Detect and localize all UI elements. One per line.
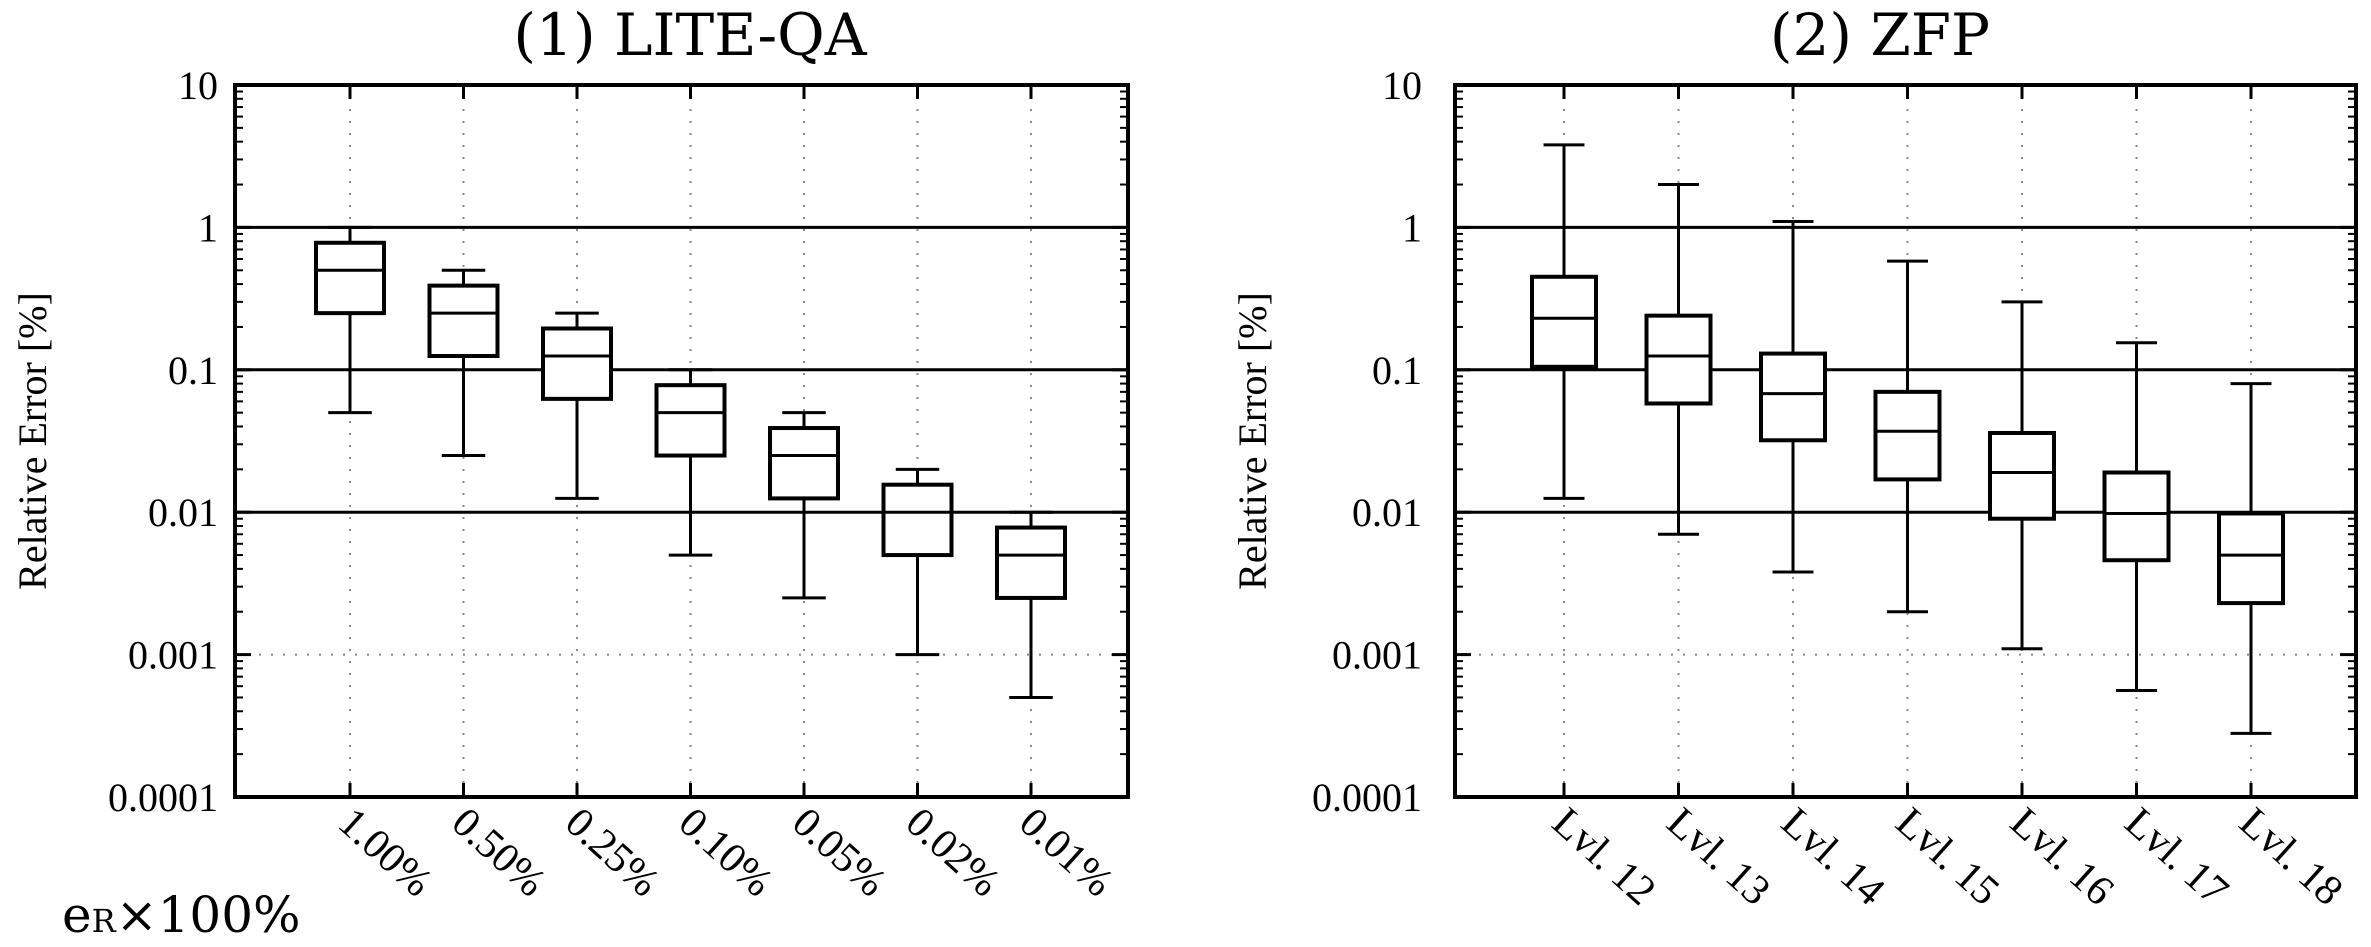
plot-frame xyxy=(1453,83,2358,799)
y-tick-label: 0.0001 xyxy=(108,775,218,820)
y-tick-label: 0.001 xyxy=(1332,633,1422,678)
y-tick-label: 1 xyxy=(1402,205,1422,250)
x-tick-label: Lvl. 14 xyxy=(1772,799,1893,914)
x-tick-label: Lvl. 16 xyxy=(2001,799,2122,914)
box-iqr xyxy=(654,383,727,458)
x-tick-label: Lvl. 17 xyxy=(2116,799,2237,914)
chart-title: (1) LITE-QA xyxy=(513,1,867,69)
error-bound-subscript: R xyxy=(92,902,117,940)
box-plot xyxy=(1530,143,1598,500)
box-plot xyxy=(2217,382,2285,735)
y-tick-label: 10 xyxy=(1382,63,1422,108)
y-tick-label: 10 xyxy=(178,63,218,108)
box-plot xyxy=(1759,220,1827,574)
box-iqr xyxy=(881,482,954,558)
box-iqr xyxy=(1873,389,1942,482)
box-iqr xyxy=(995,525,1067,600)
x-tick-label: 0.25% xyxy=(556,799,667,906)
box-iqr xyxy=(1644,313,1713,406)
box-plot xyxy=(654,368,727,557)
box-plot xyxy=(768,411,840,600)
box-iqr xyxy=(541,326,613,401)
box-plot xyxy=(427,268,500,458)
plot-frame xyxy=(233,83,1130,799)
y-tick-label: 0.1 xyxy=(168,348,218,393)
x-tick-label: 0.01% xyxy=(1010,799,1121,906)
x-tick-label: Lvl. 15 xyxy=(1887,799,2008,914)
box-plot xyxy=(2102,341,2171,692)
x-tick-label: Lvl. 18 xyxy=(2230,799,2351,914)
y-tick-label: 0.0001 xyxy=(1312,775,1422,820)
y-axis-label: Relative Error [%] xyxy=(10,292,55,590)
x-tick-label: 0.05% xyxy=(783,799,894,906)
x-tick-label: 1.00% xyxy=(329,799,440,906)
box-iqr xyxy=(1988,430,2056,521)
box-iqr xyxy=(314,240,386,316)
box-plot xyxy=(314,225,386,415)
y-tick-label: 0.001 xyxy=(128,633,218,678)
y-tick-label: 1 xyxy=(198,205,218,250)
box-iqr xyxy=(1530,274,1598,369)
error-bound-symbol: e xyxy=(62,886,92,944)
x-tick-label: 0.02% xyxy=(897,799,1008,906)
x-tick-label: Lvl. 12 xyxy=(1543,799,1664,914)
box-iqr xyxy=(2217,511,2285,606)
box-iqr xyxy=(1759,351,1827,443)
x-tick-label: 0.10% xyxy=(670,799,781,906)
y-tick-label: 0.01 xyxy=(148,490,218,535)
box-plot xyxy=(541,311,613,500)
box-iqr xyxy=(2102,470,2171,563)
error-bound-scale: ×100% xyxy=(116,886,301,944)
y-tick-label: 0.01 xyxy=(1352,490,1422,535)
box-plot xyxy=(995,510,1067,699)
box-plot xyxy=(1644,183,1713,536)
box-plot xyxy=(881,467,954,657)
box-iqr xyxy=(427,283,500,358)
box-iqr xyxy=(768,426,840,501)
y-tick-label: 0.1 xyxy=(1372,348,1422,393)
box-plot xyxy=(1873,259,1942,614)
x-tick-label: Lvl. 13 xyxy=(1658,799,1779,914)
y-axis-label: Relative Error [%] xyxy=(1230,292,1275,590)
panel-lite-qa: (1) LITE-QA Relative Error [%] 0.0001 0.001… xyxy=(10,1,1130,906)
chart-title: (2) ZFP xyxy=(1770,1,1990,69)
box-plot xyxy=(1988,300,2056,651)
error-bound-label: eR×100% xyxy=(62,886,301,944)
x-tick-label: 0.50% xyxy=(443,799,554,906)
panel-zfp: (2) ZFP Relative Error [%] 0.0001 0.001 0.01… xyxy=(1230,1,2358,915)
